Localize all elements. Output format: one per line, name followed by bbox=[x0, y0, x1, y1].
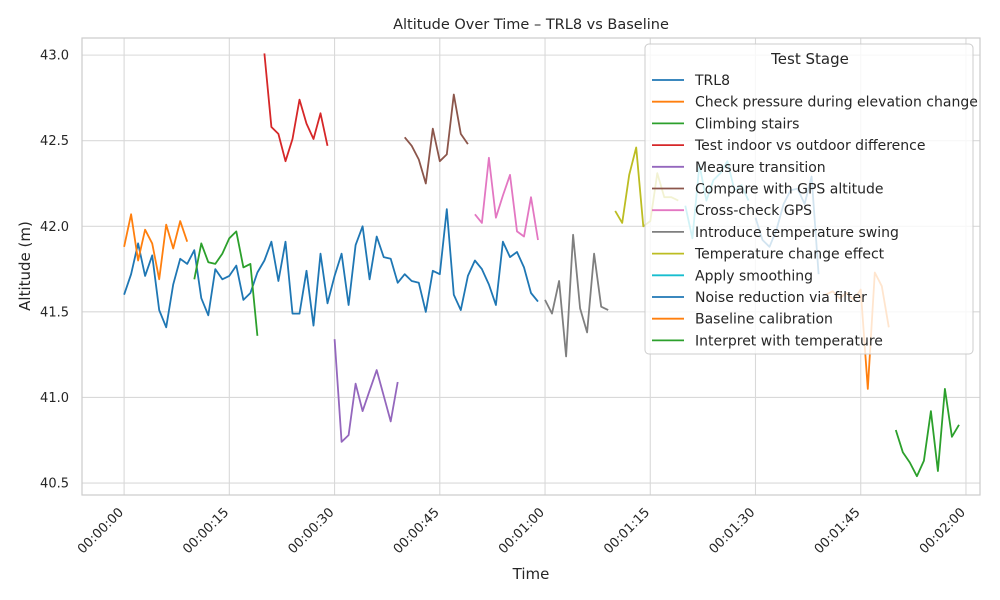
series-line-1 bbox=[123, 208, 539, 329]
legend-label: Compare with GPS altitude bbox=[695, 182, 883, 198]
legend-label: Cross-check GPS bbox=[695, 203, 812, 219]
series-line-6 bbox=[404, 93, 469, 185]
legend-box bbox=[644, 43, 974, 355]
x-axis-label: Time bbox=[512, 565, 550, 583]
series-line-13 bbox=[894, 387, 960, 478]
series-line-2 bbox=[123, 213, 189, 281]
y-axis-label: Altitude (m) bbox=[16, 221, 34, 311]
legend-label: Test indoor vs outdoor difference bbox=[694, 138, 925, 154]
legend-label: Interpret with temperature bbox=[695, 333, 883, 349]
y-tick-label: 42.0 bbox=[40, 220, 69, 235]
legend: Test Stage TRL8 Check pressure during ele… bbox=[644, 43, 978, 355]
series-line-5 bbox=[333, 339, 399, 443]
y-tick-label: 42.5 bbox=[40, 134, 69, 149]
legend-label: Baseline calibration bbox=[695, 312, 833, 328]
series-line-7 bbox=[474, 156, 539, 241]
legend-label: TRL8 bbox=[694, 73, 730, 89]
y-axis-ticks: 40.5 41.0 41.5 42.0 42.5 43.0 bbox=[40, 49, 69, 492]
series-line-4 bbox=[263, 53, 329, 163]
y-tick-label: 41.5 bbox=[40, 305, 69, 320]
y-tick-label: 43.0 bbox=[40, 49, 69, 64]
series-line-8 bbox=[544, 233, 609, 358]
y-tick-label: 41.0 bbox=[40, 391, 69, 406]
legend-label: Climbing stairs bbox=[695, 116, 799, 132]
series-line-3 bbox=[193, 230, 259, 336]
y-tick-label: 40.5 bbox=[40, 477, 69, 492]
legend-label: Noise reduction via filter bbox=[695, 290, 867, 306]
legend-label: Measure transition bbox=[695, 160, 826, 176]
legend-entries: TRL8 Check pressure during elevation chan… bbox=[652, 73, 978, 349]
legend-label: Temperature change effect bbox=[694, 247, 885, 263]
legend-label: Check pressure during elevation change bbox=[695, 95, 978, 111]
legend-label: Introduce temperature swing bbox=[695, 225, 899, 241]
legend-title: Test Stage bbox=[770, 50, 849, 68]
legend-label: Apply smoothing bbox=[695, 268, 813, 284]
plot-frame bbox=[81, 37, 981, 496]
chart-title: Altitude Over Time – TRL8 vs Baseline bbox=[393, 17, 669, 33]
